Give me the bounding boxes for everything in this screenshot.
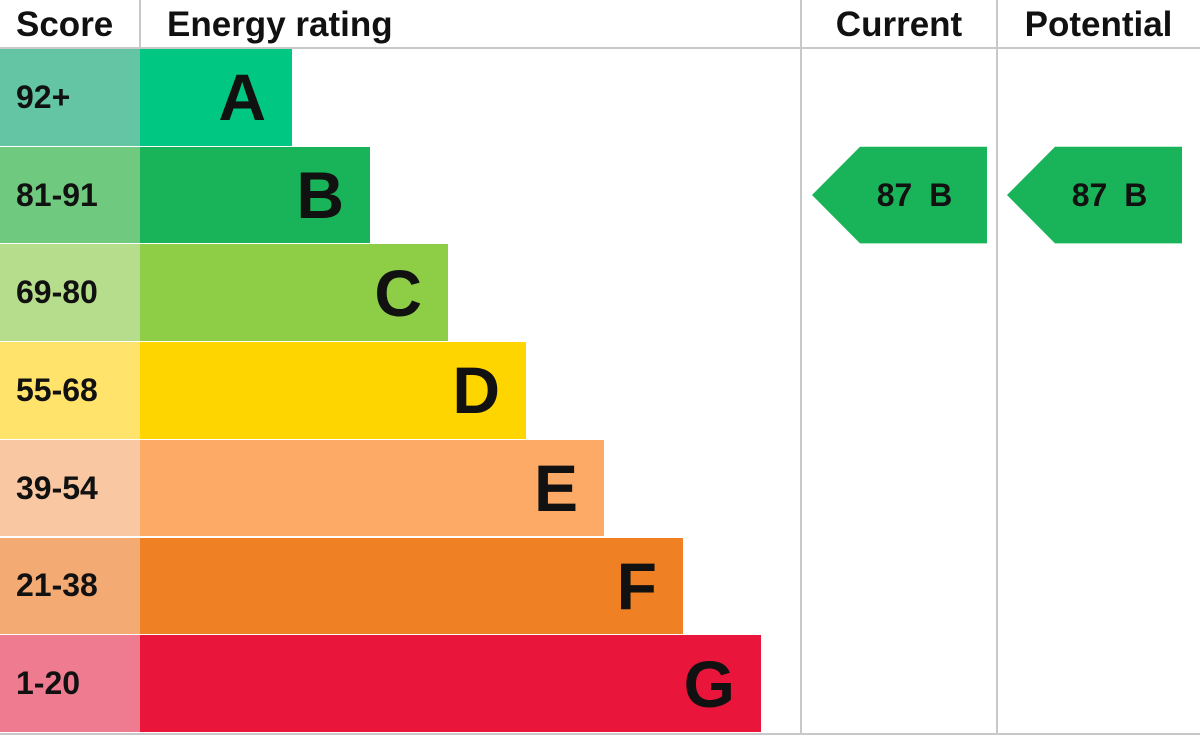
potential-arrow (1007, 146, 1182, 244)
score-range-d: 55-68 (0, 342, 140, 439)
rating-bar-a: A (140, 49, 292, 146)
rating-bar-c: C (140, 244, 448, 342)
rating-bar-e: E (140, 439, 604, 537)
current-rating-label: 87 B (876, 176, 953, 213)
score-range-a: 92+ (0, 49, 140, 146)
divider (0, 733, 1200, 735)
divider (0, 47, 1200, 49)
score-range-b: 81-91 (0, 146, 140, 244)
header-score: Score (16, 5, 114, 44)
current-arrow (812, 146, 987, 244)
header-potential: Potential (1024, 5, 1173, 44)
divider (139, 0, 141, 48)
score-range-c: 69-80 (0, 244, 140, 342)
rating-bar-f: F (140, 537, 683, 635)
header-current: Current (835, 5, 963, 44)
score-range-e: 39-54 (0, 439, 140, 537)
potential-rating-label: 87 B (1071, 176, 1148, 213)
divider (800, 0, 802, 735)
header-energy-rating: Energy rating (167, 5, 393, 44)
rating-bar-b: B (140, 146, 370, 244)
rating-bar-g: G (140, 635, 761, 732)
score-range-g: 1-20 (0, 635, 140, 732)
divider (996, 0, 998, 735)
score-range-f: 21-38 (0, 537, 140, 635)
rating-bar-d: D (140, 342, 526, 439)
